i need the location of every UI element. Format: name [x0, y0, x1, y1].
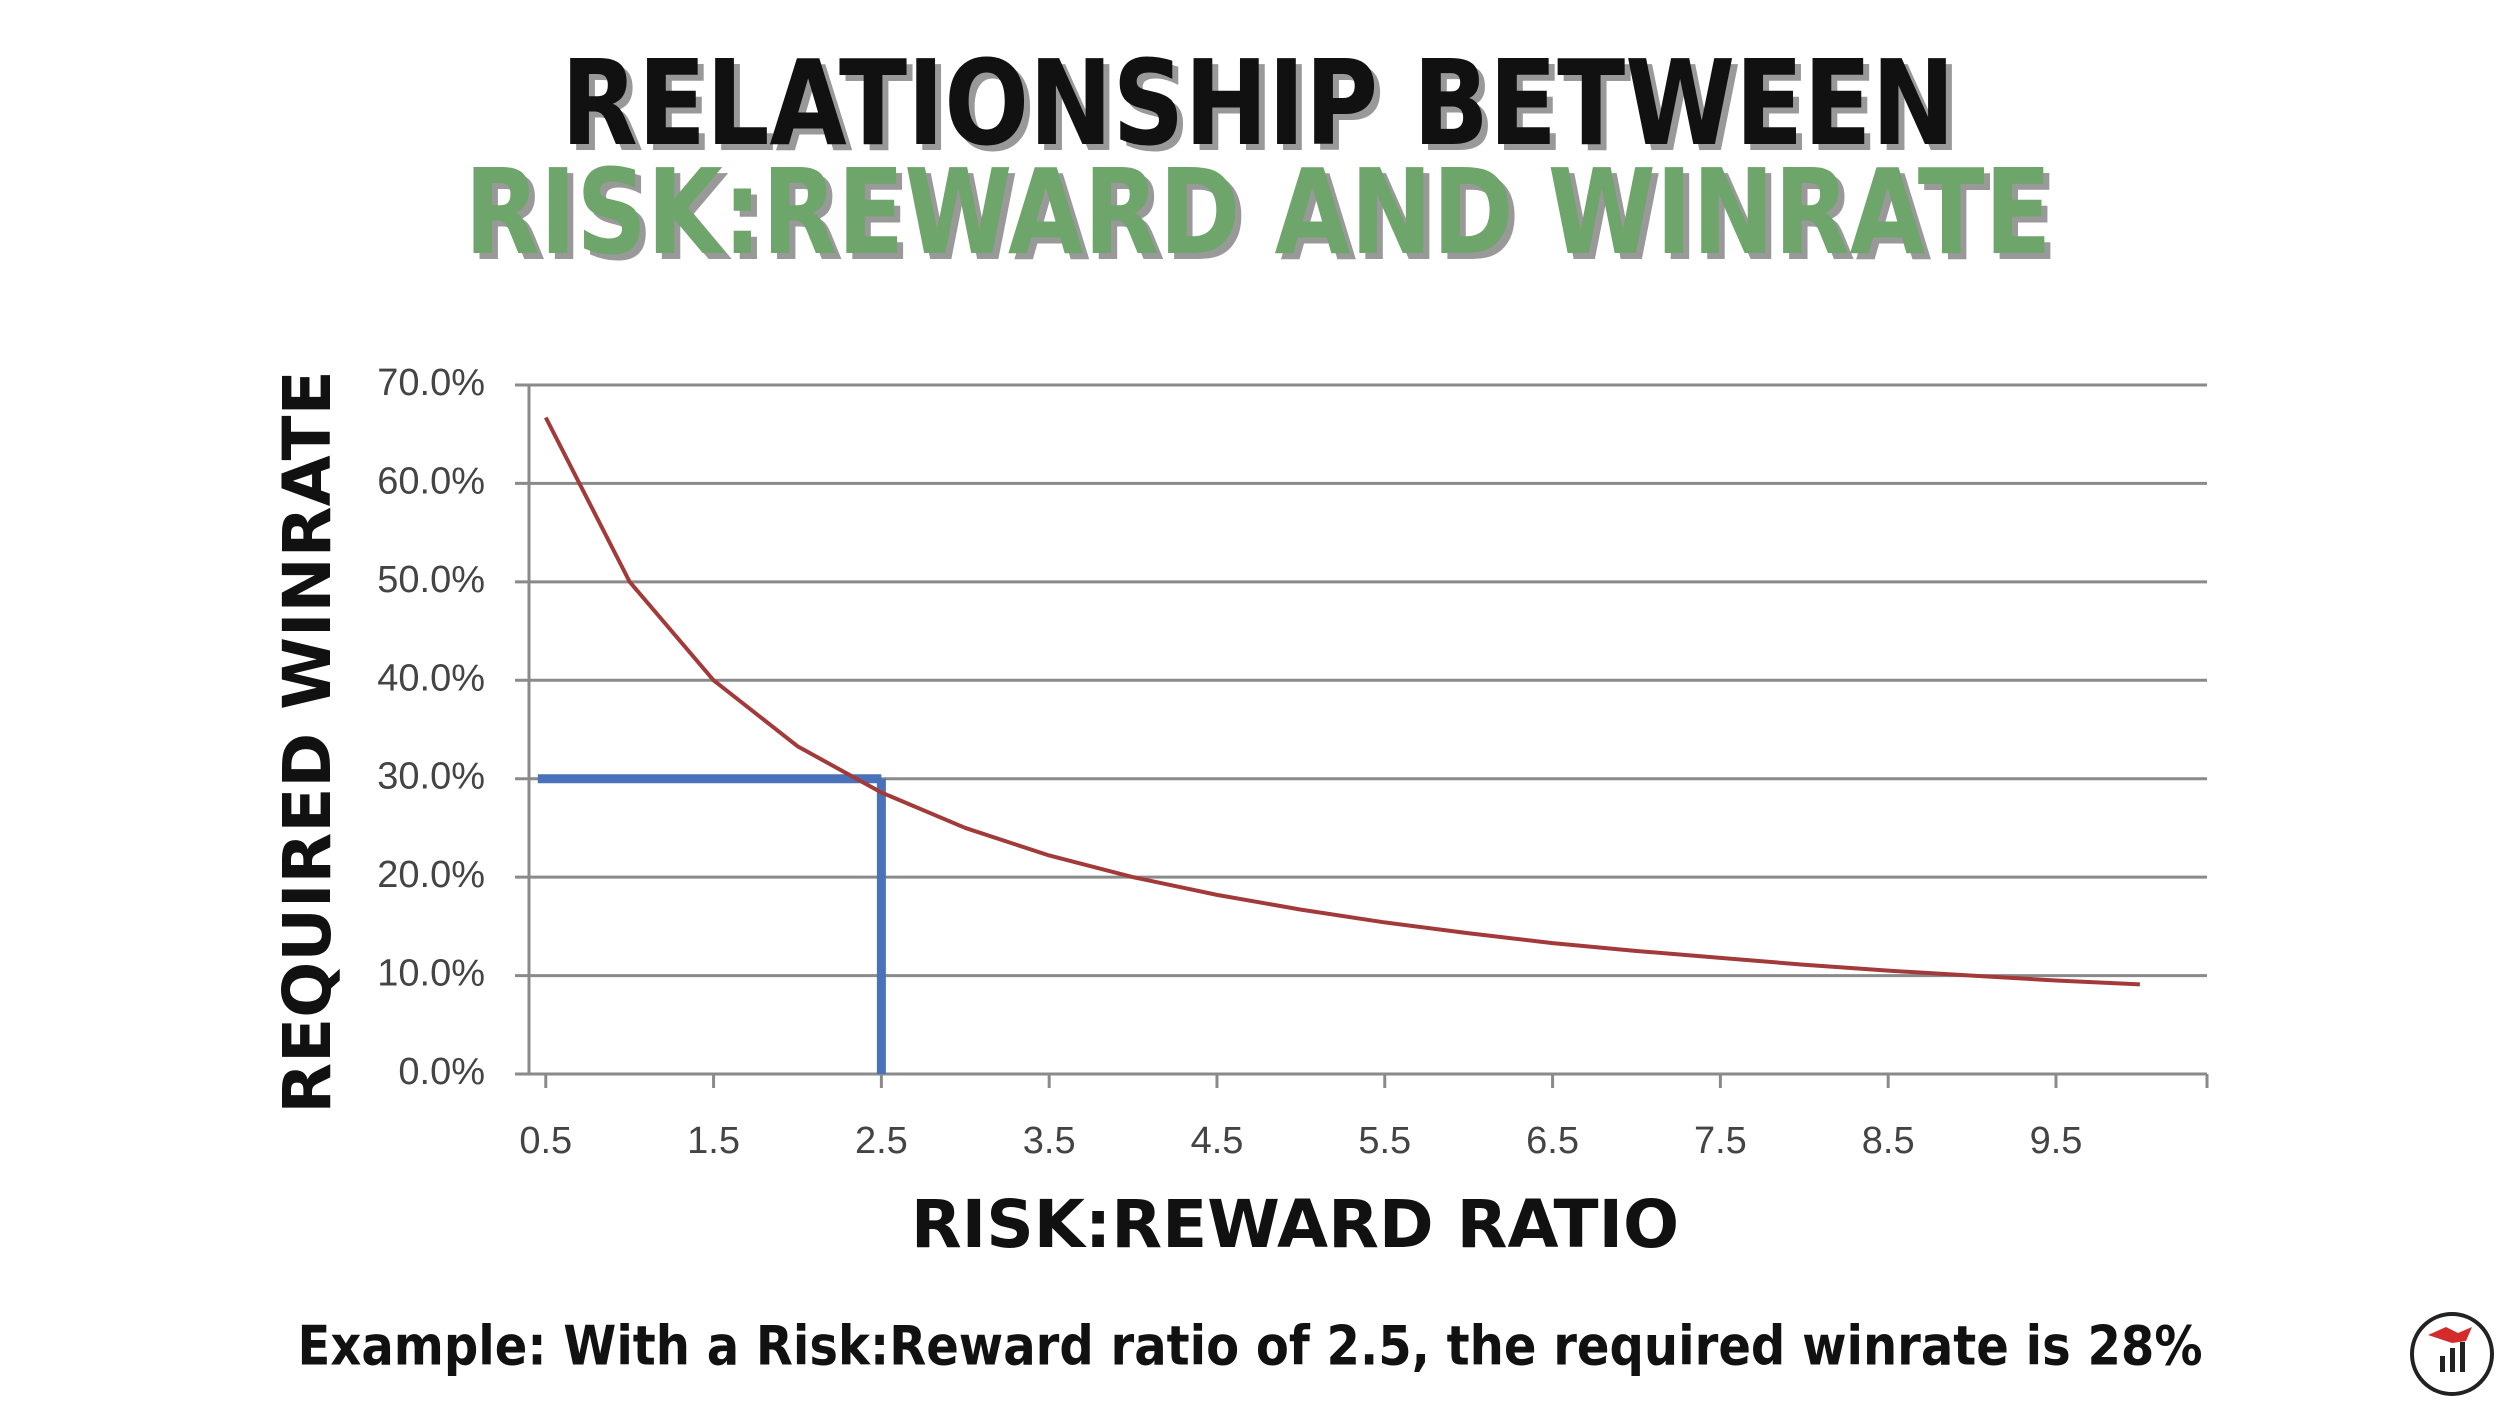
logo-bar [2450, 1348, 2455, 1372]
y-tick-label: 20.0% [377, 854, 485, 896]
logo-bull [2428, 1327, 2472, 1343]
logo-bar [2460, 1342, 2465, 1372]
y-tick-label: 0.0% [398, 1051, 485, 1093]
y-tick-label: 40.0% [377, 657, 485, 699]
chart-subtitle: RISK:REWARD AND WINRATE [465, 143, 2052, 281]
x-tick-label: 3.5 [1023, 1120, 1076, 1162]
y-tick-label: 60.0% [377, 460, 485, 502]
x-tick-label: 9.5 [2030, 1120, 2083, 1162]
x-tick-label: 6.5 [1526, 1120, 1579, 1162]
chart-subtitle-shadow: RISK:REWARD AND WINRATE [471, 149, 2058, 287]
logo-bar [2440, 1356, 2445, 1372]
line-series [543, 416, 2140, 987]
x-tick-label: 0.5 [519, 1120, 572, 1162]
x-tick-label: 7.5 [1694, 1120, 1747, 1162]
chart-title: RELATIONSHIP BETWEEN [561, 34, 1955, 172]
x-tick-label: 1.5 [687, 1120, 740, 1162]
y-tick-label: 50.0% [377, 559, 485, 601]
y-tick-label: 70.0% [377, 362, 485, 404]
y-tick-label: 30.0% [377, 756, 485, 798]
y-axis-label: REQUIRED WINRATE [269, 370, 346, 1113]
y-tick-label: 10.0% [377, 953, 485, 995]
annotation: Example: With a Risk:Reward ratio of 2.5… [298, 1315, 2203, 1378]
x-axis-label: RISK:REWARD RATIO [911, 1186, 1679, 1263]
chart-title-shadow: RELATIONSHIP BETWEEN [567, 40, 1961, 178]
x-tick-label: 4.5 [1191, 1120, 1244, 1162]
x-tick-label: 8.5 [1862, 1120, 1915, 1162]
x-tick-label: 5.5 [1358, 1120, 1411, 1162]
x-tick-label: 2.5 [855, 1120, 908, 1162]
logo [2410, 1312, 2494, 1396]
